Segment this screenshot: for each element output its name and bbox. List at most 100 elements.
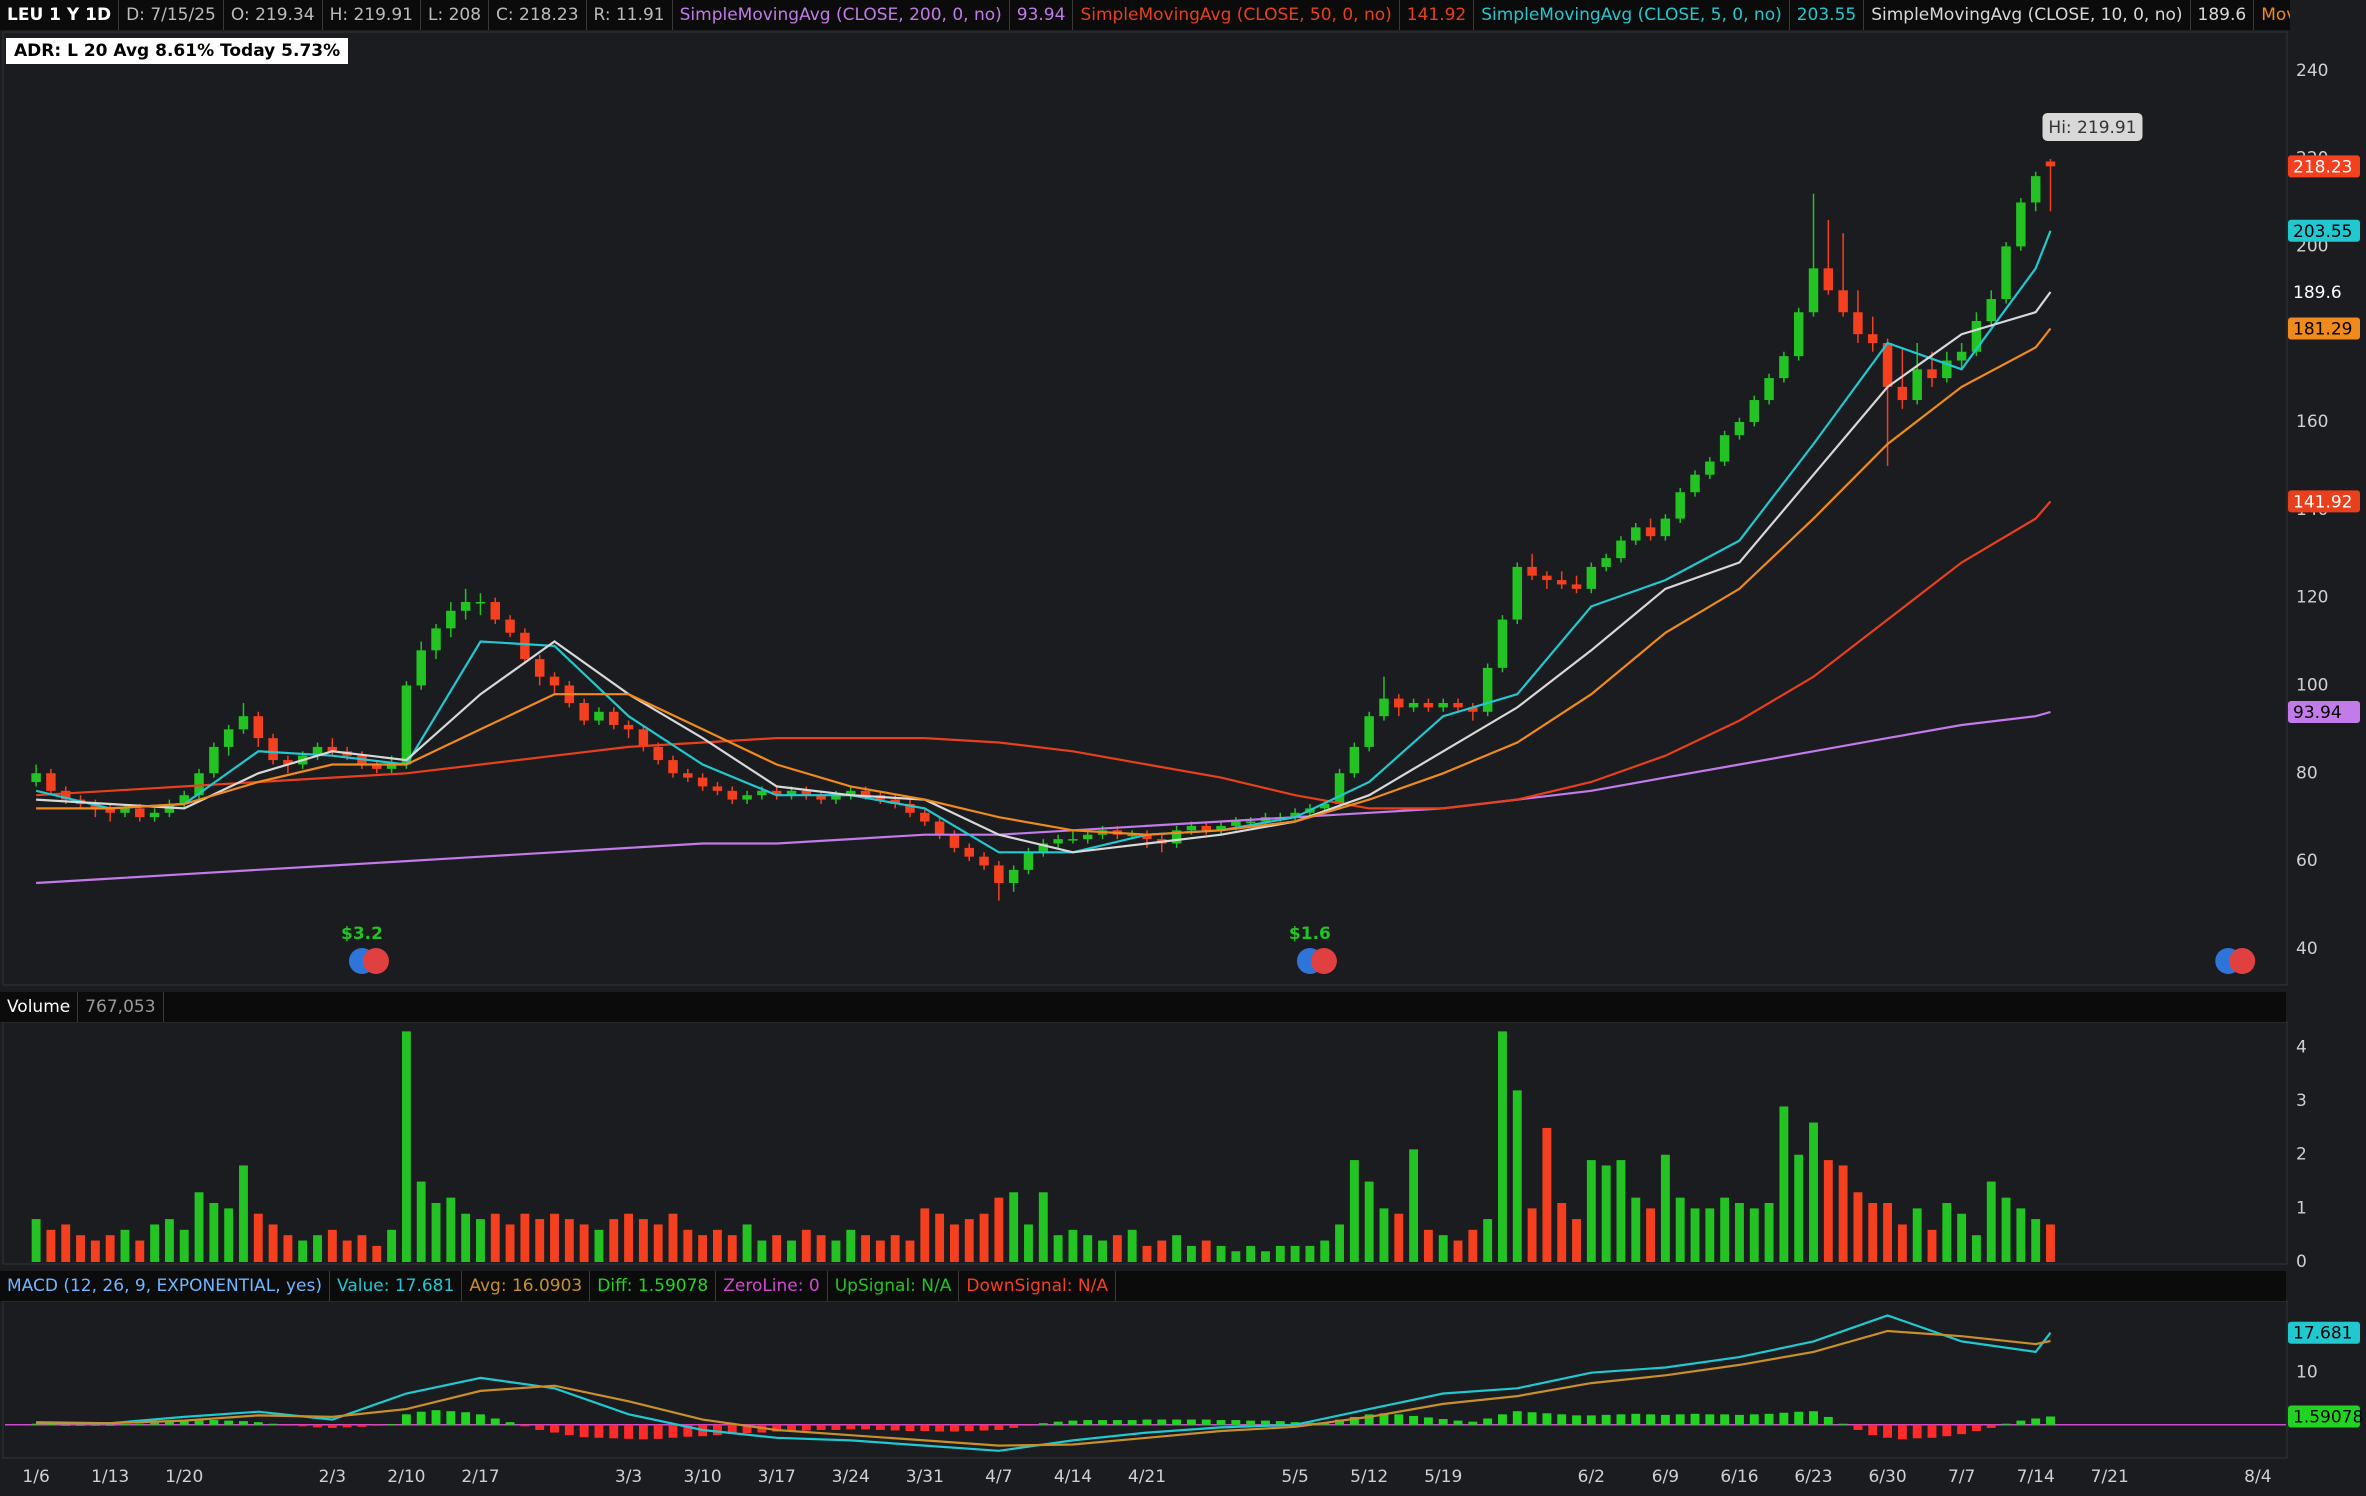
x-tick-label: 1/20: [165, 1467, 203, 1487]
macd-histogram-bar: [239, 1421, 248, 1425]
volume-bar: [609, 1219, 619, 1262]
macd-histogram-bar: [668, 1424, 678, 1438]
macd-histogram-bar: [653, 1424, 663, 1439]
volume-bar: [1720, 1197, 1730, 1262]
candle-body: [1734, 422, 1745, 436]
candle-body: [594, 711, 604, 721]
candle-body: [475, 602, 486, 604]
candle-body: [860, 790, 871, 796]
header-item: R: 11.91: [587, 0, 673, 30]
volume-bar: [490, 1213, 500, 1262]
volume-bar: [1853, 1192, 1863, 1262]
candle-body: [2045, 161, 2056, 167]
volume-bar: [1216, 1245, 1226, 1262]
candle-body: [1779, 356, 1789, 379]
candle-body: [1971, 321, 1982, 352]
macd-histogram-bar: [905, 1424, 915, 1432]
macd-pane: [2, 1300, 2288, 1459]
x-tick-label: 4/14: [1054, 1467, 1092, 1487]
volume-bar: [1690, 1208, 1700, 1262]
hi-label-bg: [2042, 112, 2143, 141]
candle-body: [1601, 558, 1611, 567]
candle-body: [1482, 667, 1493, 712]
macd-histogram-bar: [401, 1414, 411, 1425]
candle-body: [1512, 566, 1523, 620]
volume-bar: [1201, 1240, 1211, 1262]
macd-histogram-bar: [1971, 1424, 1981, 1432]
candle-body: [90, 803, 101, 809]
candle-body: [712, 786, 723, 791]
volume-bar: [712, 1229, 722, 1262]
macd-histogram-bar: [2046, 1416, 2055, 1425]
volume-bar: [1957, 1213, 1967, 1262]
volume-bar: [1468, 1229, 1478, 1262]
x-tick-label: 2/3: [319, 1467, 346, 1487]
candle-body: [1068, 839, 1078, 841]
macd-histogram-bar: [1483, 1418, 1493, 1425]
volume-bar: [46, 1229, 56, 1262]
volume-bar: [387, 1229, 397, 1262]
macd-histogram-bar: [579, 1424, 589, 1438]
candle-body: [786, 790, 797, 796]
x-tick-label: 4/21: [1128, 1467, 1166, 1487]
volume-bar: [2031, 1219, 2041, 1262]
x-tick-label: 3/24: [832, 1467, 870, 1487]
volume-bar: [2016, 1208, 2026, 1262]
macd-histogram-bar: [1423, 1417, 1433, 1425]
candle-body: [1053, 839, 1063, 844]
candle-body: [1912, 369, 1922, 401]
legend-name: MovAvg...: [2254, 0, 2290, 30]
volume-bar: [61, 1224, 71, 1262]
volume-bar: [535, 1219, 545, 1262]
volume-bar: [1838, 1165, 1848, 1262]
volume-bar: [1261, 1251, 1270, 1262]
macd-histogram-bar: [875, 1424, 885, 1430]
volume-bar: [461, 1213, 471, 1262]
volume-bar: [224, 1208, 234, 1262]
candle-body: [1823, 268, 1834, 291]
volume-bar: [846, 1229, 856, 1262]
macd-histogram-bar: [890, 1424, 900, 1431]
macd-histogram-bar: [90, 1424, 100, 1426]
candle-body: [223, 729, 234, 747]
series-badge-bg: [2288, 701, 2360, 724]
volume-bar: [1246, 1245, 1256, 1262]
candle-body: [653, 746, 663, 761]
macd-histogram-bar: [1024, 1424, 1033, 1426]
volume-bar: [313, 1235, 322, 1262]
macd-histogram-bar: [1098, 1420, 1107, 1425]
candle-body: [1186, 825, 1197, 831]
volume-bar: [816, 1235, 826, 1262]
candle-body: [831, 795, 841, 800]
macd-histogram-bar: [920, 1424, 930, 1432]
candle-body: [194, 773, 204, 796]
macd-histogram-bar: [1942, 1424, 1952, 1437]
volume-bar: [446, 1197, 456, 1262]
candle-body: [579, 703, 589, 721]
volume-bar: [105, 1235, 115, 1262]
macd-histogram-bar: [1112, 1420, 1122, 1425]
macd-histogram-bar: [1897, 1424, 1907, 1440]
candle-body: [1171, 830, 1182, 844]
macd-histogram-bar: [1542, 1413, 1552, 1425]
series-badge: 203.55: [2293, 222, 2352, 242]
volume-bar: [505, 1224, 515, 1262]
volume-bar: [668, 1213, 678, 1262]
candle-body: [1719, 435, 1730, 462]
candle-body: [60, 790, 71, 800]
candle-body: [1023, 852, 1034, 870]
event-icon: [2229, 948, 2256, 974]
macd-histogram-bar: [727, 1424, 737, 1435]
macd-histogram-bar: [801, 1424, 811, 1431]
macd-histogram-bar: [1453, 1420, 1463, 1425]
volume-bar: [772, 1235, 782, 1262]
volume-bar: [120, 1229, 130, 1262]
macd-histogram-bar: [2016, 1420, 2026, 1425]
candle-body: [920, 812, 930, 822]
volume-bar: [283, 1235, 293, 1262]
macd-histogram-bar: [1735, 1414, 1744, 1425]
volume-bar: [194, 1192, 204, 1262]
macd-histogram-bar: [194, 1420, 204, 1425]
candle-body: [1645, 527, 1656, 537]
macd-histogram-bar: [638, 1424, 648, 1440]
